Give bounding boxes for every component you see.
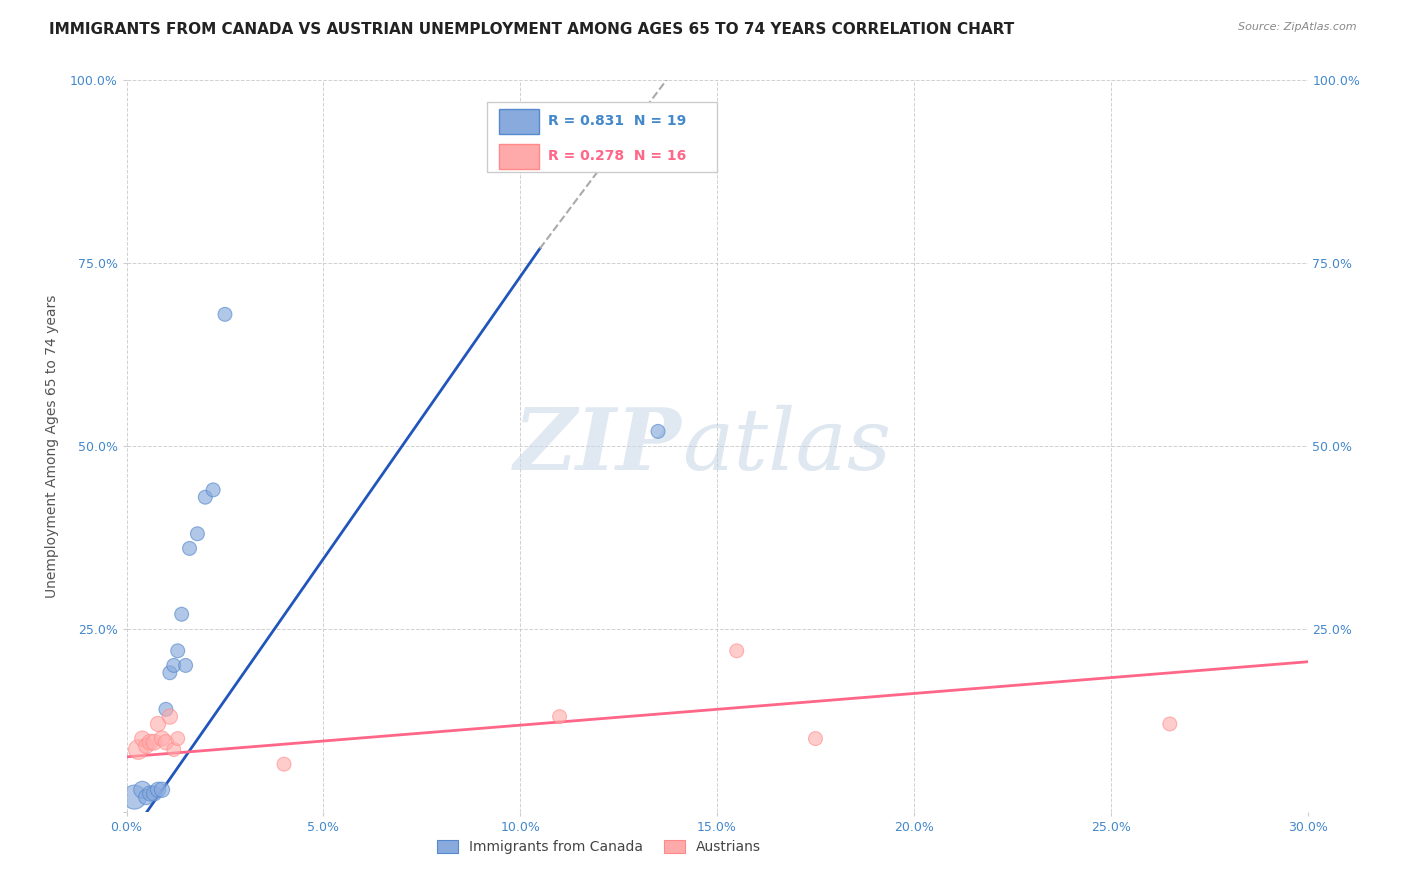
Point [127,742,149,756]
Point [647,425,669,439]
Point [163,742,186,756]
Text: ZIP: ZIP [513,404,682,488]
Point [214,307,236,321]
Point [131,782,153,797]
Point [150,731,173,746]
Point [139,735,162,749]
Point [725,644,748,658]
Point [1159,717,1181,731]
Point [146,782,169,797]
Point [186,526,208,541]
Text: R = 0.278  N = 16: R = 0.278 N = 16 [548,149,686,163]
Point [150,782,173,797]
Point [159,709,181,723]
Point [804,731,827,746]
Legend: Immigrants from Canada, Austrians: Immigrants from Canada, Austrians [432,835,766,860]
FancyBboxPatch shape [486,103,717,171]
Point [174,658,197,673]
Point [131,731,153,746]
Y-axis label: Unemployment Among Ages 65 to 74 years: Unemployment Among Ages 65 to 74 years [45,294,59,598]
Text: IMMIGRANTS FROM CANADA VS AUSTRIAN UNEMPLOYMENT AMONG AGES 65 TO 74 YEARS CORREL: IMMIGRANTS FROM CANADA VS AUSTRIAN UNEMP… [49,22,1015,37]
Point [202,483,225,497]
Point [135,790,157,805]
Point [139,787,162,801]
Point [163,658,186,673]
Point [166,731,188,746]
Text: Source: ZipAtlas.com: Source: ZipAtlas.com [1239,22,1357,32]
Point [135,739,157,753]
Point [143,787,166,801]
Point [159,665,181,680]
Point [155,735,177,749]
Point [170,607,193,622]
FancyBboxPatch shape [499,109,538,134]
Point [548,709,571,723]
Text: atlas: atlas [682,405,891,487]
Point [146,717,169,731]
Point [124,790,146,805]
Point [194,490,217,504]
Point [166,644,188,658]
Point [143,735,166,749]
Point [273,757,295,772]
Text: R = 0.831  N = 19: R = 0.831 N = 19 [548,114,686,128]
Point [179,541,201,556]
Point [155,702,177,716]
FancyBboxPatch shape [499,144,538,169]
